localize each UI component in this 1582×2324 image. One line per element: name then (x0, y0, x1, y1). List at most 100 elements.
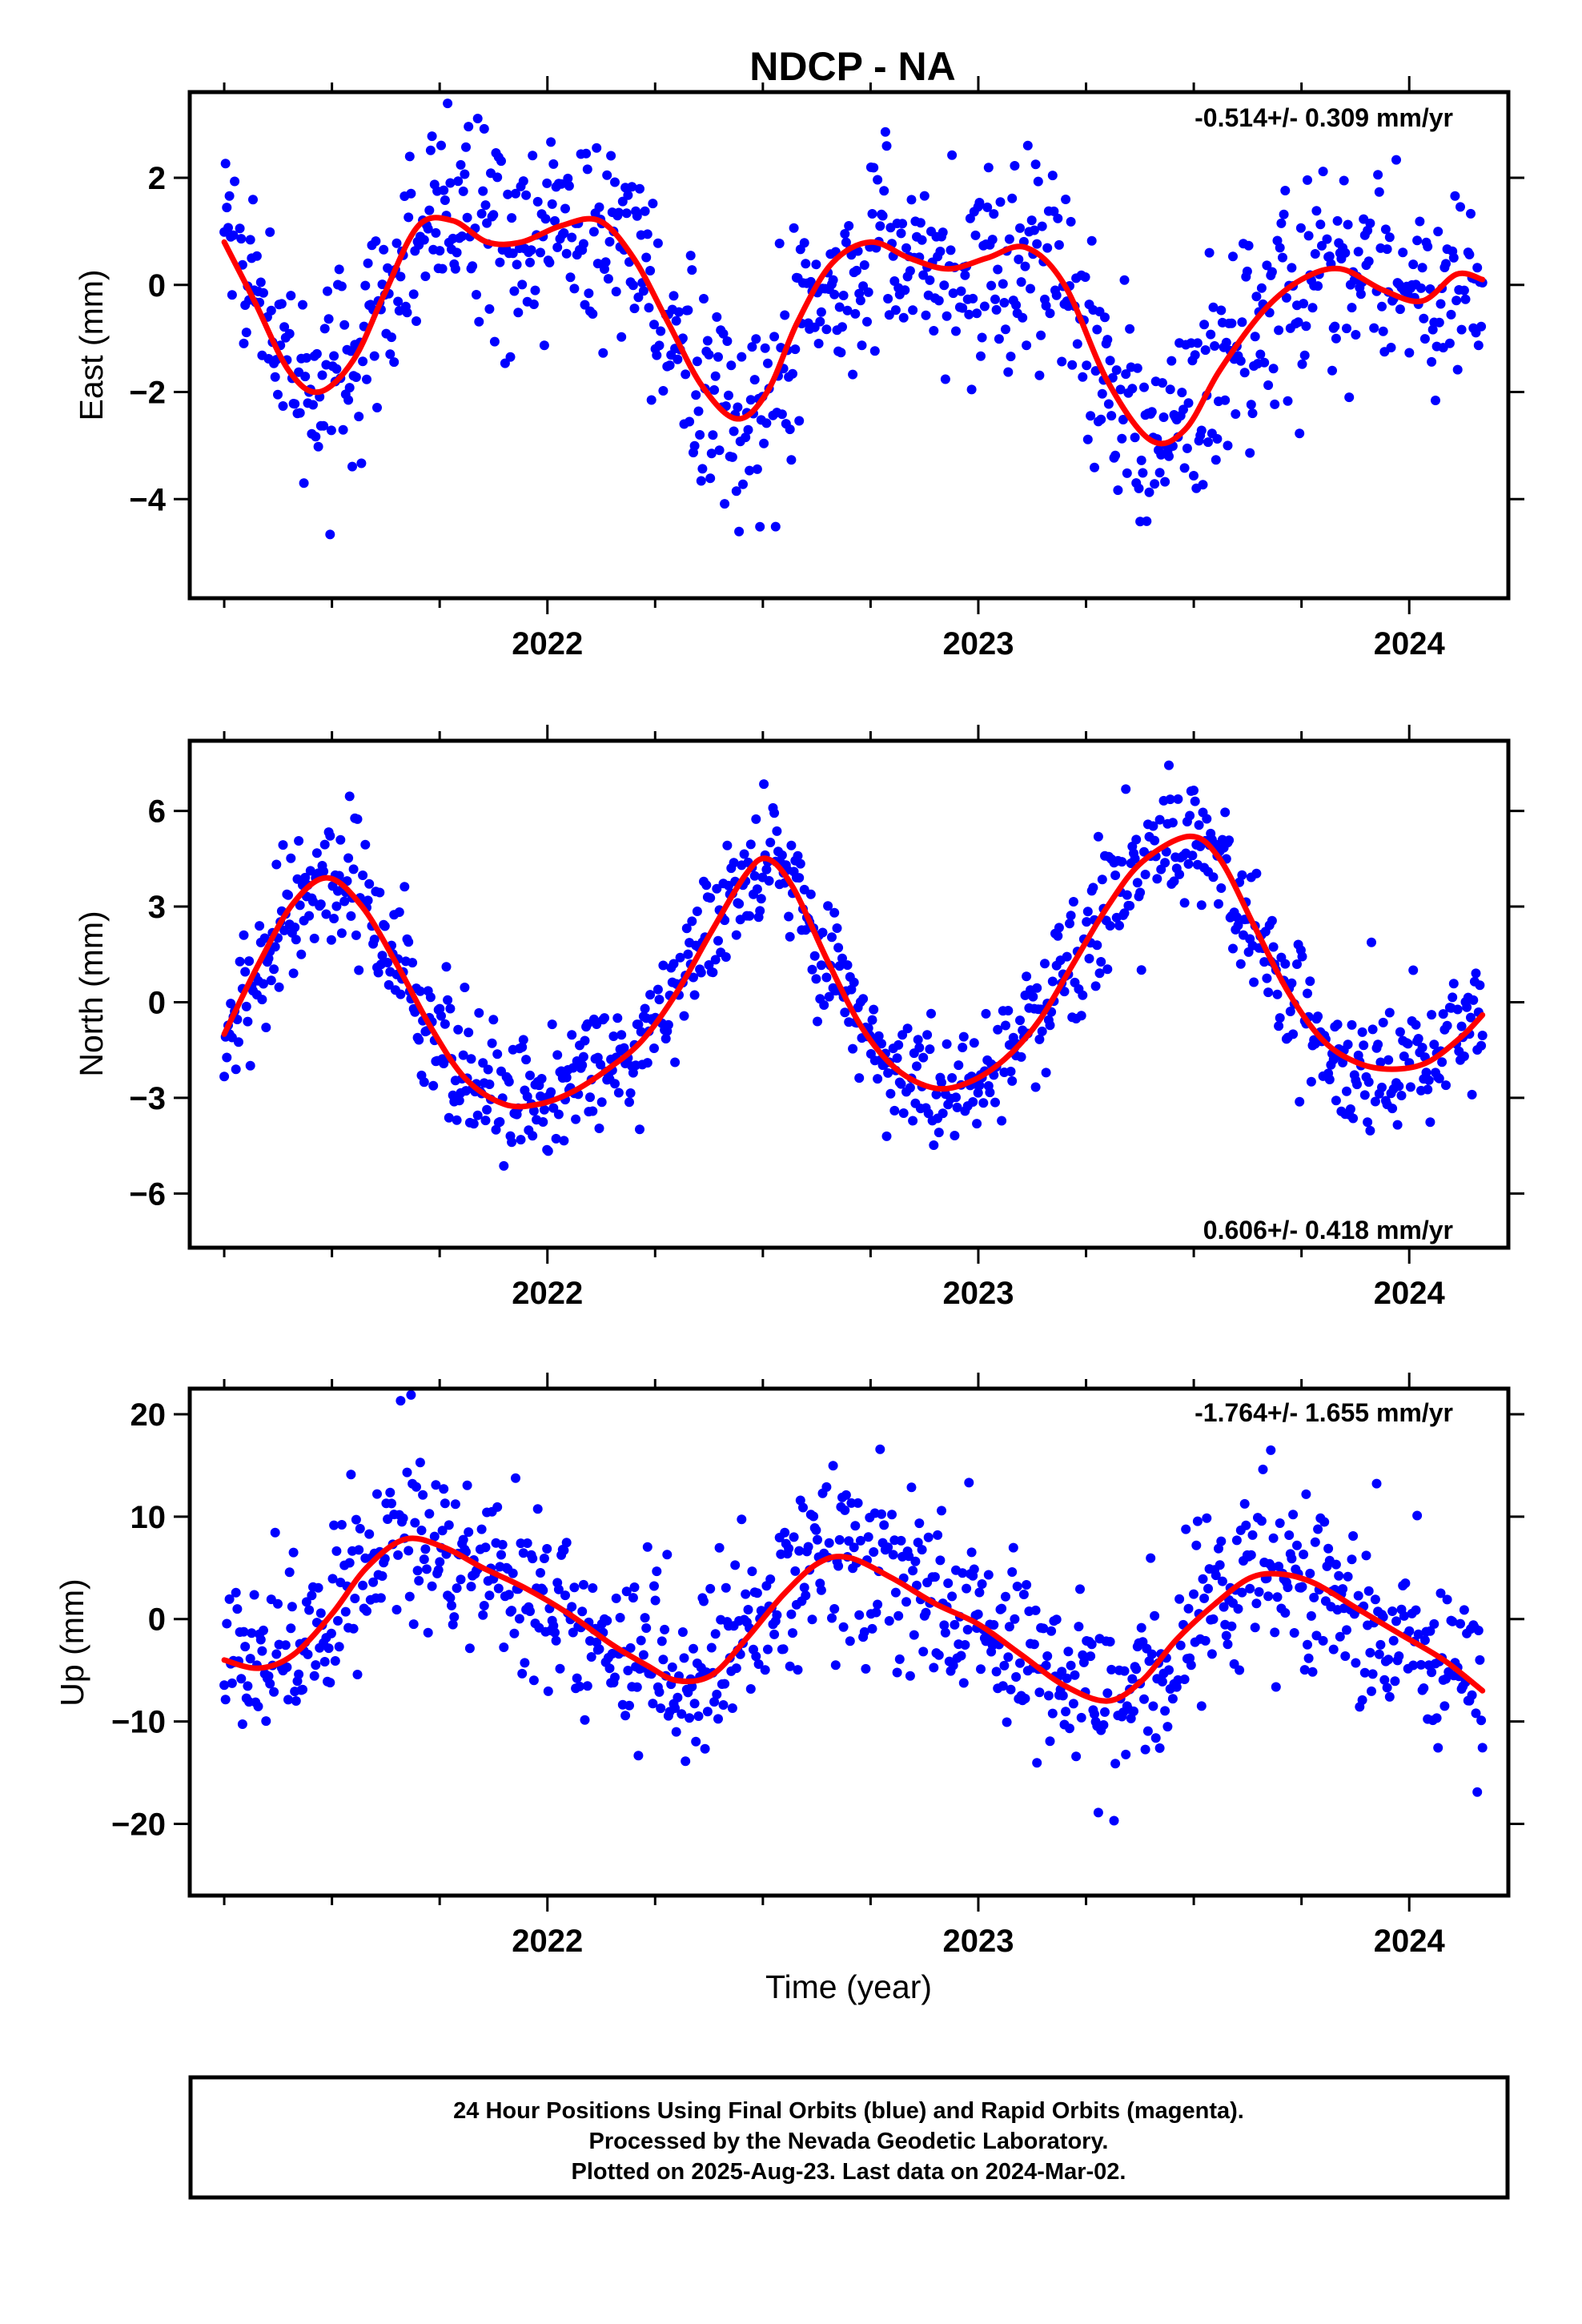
east-data-point (987, 235, 998, 245)
north-data-point (997, 1116, 1007, 1126)
east-data-point (276, 299, 287, 309)
north-data-point (1262, 973, 1272, 983)
east-data-point (1278, 252, 1287, 263)
up-data-point (998, 1681, 1008, 1691)
east-data-point (1235, 356, 1246, 366)
up-data-point (416, 1526, 427, 1535)
up-data-point (344, 1558, 355, 1568)
east-data-point (613, 207, 624, 218)
east-data-point (408, 289, 419, 300)
up-data-point (1196, 1701, 1207, 1711)
east-data-point (1160, 476, 1170, 487)
north-data-point (1476, 1040, 1487, 1051)
east-data-point (741, 432, 751, 443)
up-data-point (420, 1544, 431, 1554)
north-data-point (795, 858, 805, 869)
north-data-point (488, 1015, 499, 1025)
north-data-point (1462, 1002, 1472, 1012)
east-data-point (1014, 254, 1024, 264)
north-data-point (1015, 1015, 1025, 1026)
north-data-point (331, 901, 342, 911)
up-data-point (883, 1542, 893, 1553)
north-data-point (619, 1043, 629, 1053)
east-data-point (1270, 399, 1280, 409)
east-data-point (222, 203, 232, 213)
up-data-point (662, 1550, 673, 1560)
north-data-point (325, 830, 335, 841)
east-data-point (877, 211, 888, 221)
up-data-point (265, 1679, 275, 1689)
up-data-point (950, 1619, 960, 1630)
east-data-point (883, 294, 893, 304)
north-data-point (610, 1079, 620, 1089)
east-data-point (1182, 443, 1192, 453)
east-data-point (1134, 483, 1144, 493)
east-data-point (1384, 232, 1395, 243)
north-data-point (708, 967, 718, 978)
east-data-point (724, 390, 733, 400)
east-data-point (714, 445, 725, 456)
east-data-point (1331, 333, 1341, 344)
east-data-point (1351, 330, 1361, 340)
east-data-point (290, 399, 300, 409)
east-data-point (691, 390, 701, 400)
east-data-point (556, 179, 567, 189)
up-data-point (427, 1581, 437, 1591)
up-data-point (1348, 1531, 1359, 1541)
up-data-point (1387, 1606, 1398, 1616)
north-data-point (296, 949, 307, 959)
east-data-point (991, 304, 1002, 315)
north-data-point (336, 928, 347, 939)
up-data-point (930, 1572, 940, 1582)
up-data-point (1006, 1684, 1016, 1695)
east-data-point (425, 145, 436, 155)
up-data-point (1071, 1751, 1082, 1762)
up-data-point (423, 1627, 433, 1638)
east-data-point (869, 163, 879, 173)
north-data-point (319, 866, 329, 877)
north-data-point (745, 839, 756, 850)
up-data-point (311, 1660, 321, 1671)
up-data-point (1015, 1658, 1025, 1668)
north-data-point (1288, 1029, 1299, 1039)
north-data-point (1214, 899, 1223, 909)
east-data-point (1274, 325, 1284, 336)
east-data-point (480, 200, 491, 211)
east-data-point (958, 303, 968, 313)
east-data-point (251, 251, 262, 261)
east-data-point (1138, 468, 1148, 478)
up-data-point (1217, 1576, 1227, 1586)
north-data-point (1054, 923, 1064, 933)
up-data-point (1384, 1691, 1395, 1702)
east-data-point (693, 406, 704, 416)
north-data-point (1370, 1096, 1380, 1107)
north-data-point (1251, 868, 1262, 879)
east-data-point (763, 358, 773, 368)
east-data-point (897, 219, 908, 229)
up-data-point (991, 1667, 1002, 1677)
up-data-point (1383, 1655, 1394, 1665)
up-data-point (1323, 1543, 1334, 1554)
north-y-axis-label: North (mm) (73, 911, 110, 1076)
up-data-point (542, 1544, 552, 1554)
north-data-point (867, 1015, 877, 1025)
east-data-point (726, 360, 737, 371)
up-data-point (222, 1618, 232, 1629)
up-data-point (464, 1643, 475, 1654)
up-data-point (1102, 1688, 1113, 1699)
up-data-point (1435, 1588, 1446, 1598)
east-data-point (1303, 231, 1314, 241)
up-data-point (1363, 1586, 1374, 1596)
north-data-point (612, 1013, 623, 1023)
east-data-point (1164, 451, 1174, 461)
east-data-point (1303, 175, 1312, 185)
north-data-point (751, 814, 761, 824)
east-data-point (821, 324, 832, 335)
up-data-point (286, 1623, 296, 1634)
east-data-point (640, 206, 650, 216)
east-data-point (751, 334, 761, 344)
east-data-point (530, 285, 540, 296)
north-data-point (1092, 940, 1102, 951)
north-data-point (990, 1097, 1000, 1108)
east-data-point (326, 425, 336, 436)
